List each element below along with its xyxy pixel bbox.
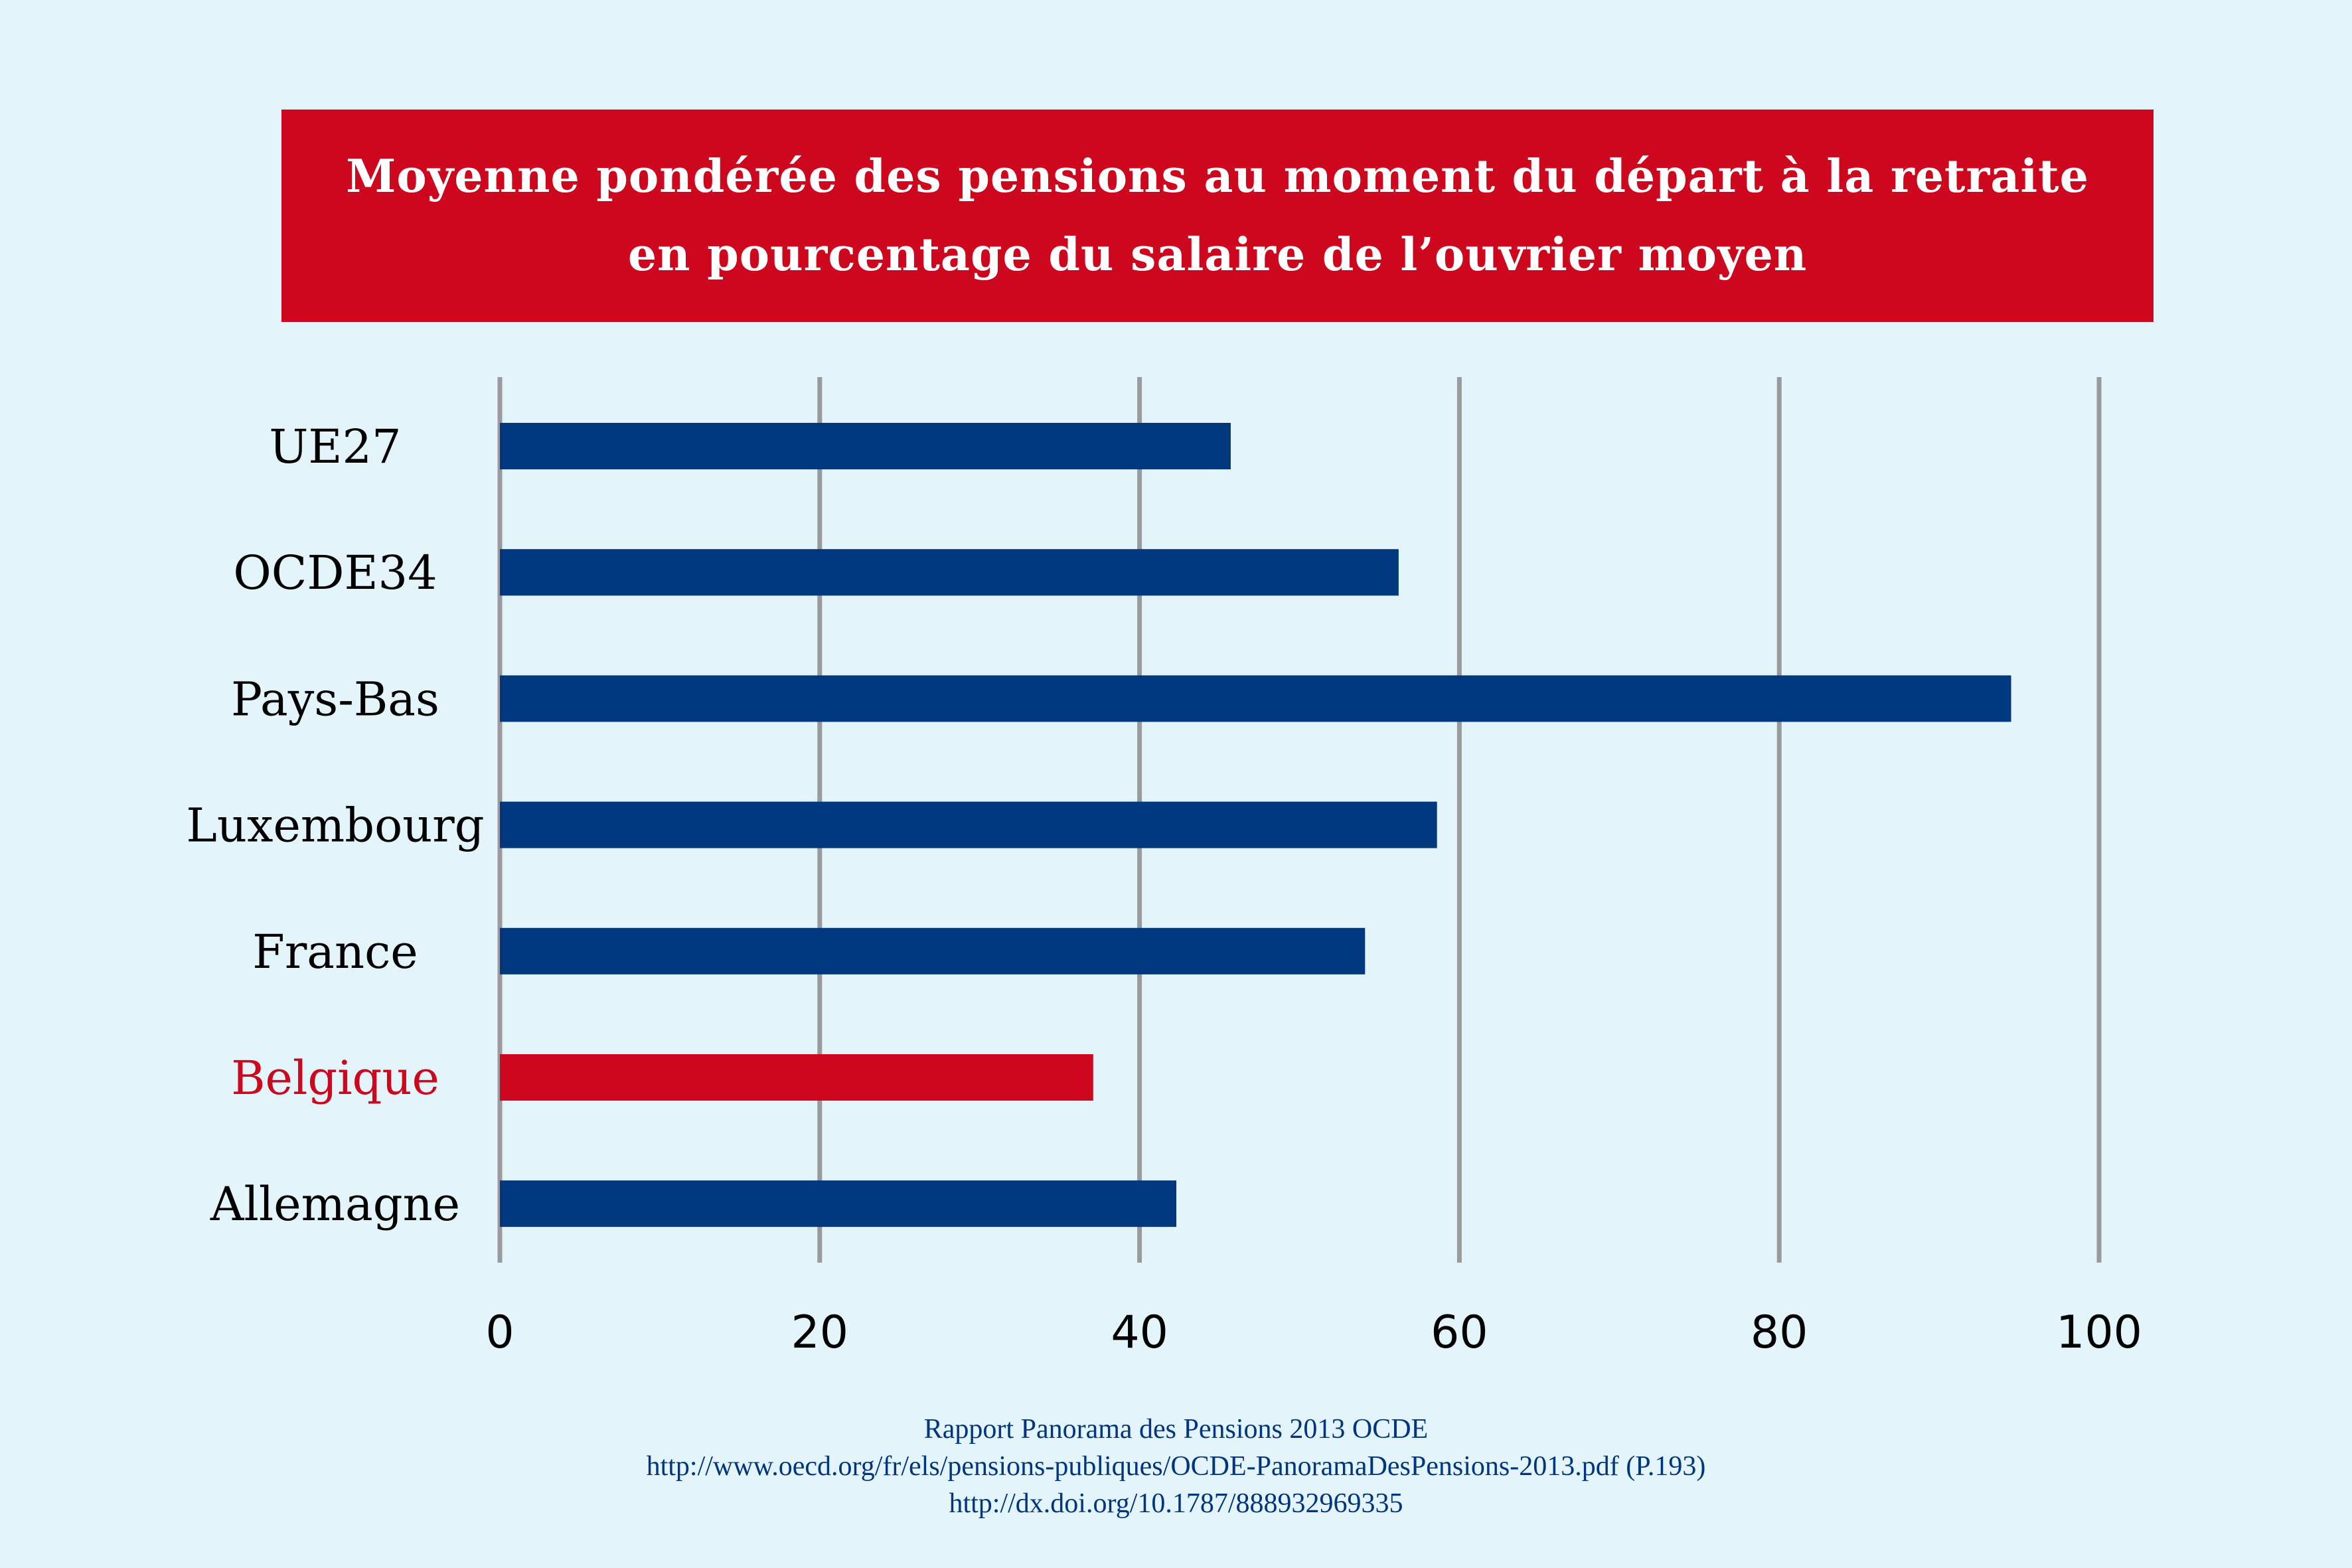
bar-ocde34	[500, 549, 1399, 596]
source-doi: http://dx.doi.org/10.1787/888932969335	[949, 1488, 1403, 1519]
source-title: Rapport Panorama des Pensions 2013 OCDE	[923, 1414, 1429, 1445]
chart-title-line-1: Moyenne pondérée des pensions au moment …	[346, 150, 2089, 203]
source-url: http://www.oecd.org/fr/els/pensions-publ…	[646, 1451, 1706, 1482]
category-label-ue27: UE27	[269, 420, 401, 474]
bars	[500, 423, 2011, 1227]
bar-ue27	[500, 423, 1231, 469]
category-label-pays-bas: Pays-Bas	[231, 672, 439, 726]
gridlines	[497, 377, 2102, 1263]
chart-title-line-2: en pourcentage du salaire de l’ouvrier m…	[627, 228, 1808, 281]
category-labels: UE27 OCDE34 Pays-Bas Luxembourg France Belgiq…	[186, 420, 484, 1231]
bar-belgique	[500, 1054, 1093, 1101]
x-tick-label: 0	[485, 1306, 514, 1359]
category-label-france: France	[252, 925, 418, 979]
bar-luxembourg	[500, 801, 1437, 848]
bar-france	[500, 927, 1366, 975]
bar-allemagne	[500, 1180, 1177, 1227]
x-tick-label: 20	[791, 1306, 849, 1359]
x-tick-label: 40	[1111, 1306, 1168, 1359]
category-label-allemagne: Allemagne	[210, 1177, 460, 1231]
bar-pays-bas	[500, 675, 2011, 722]
category-label-ocde34: OCDE34	[233, 546, 437, 600]
x-tick-label: 60	[1431, 1306, 1488, 1359]
x-tick-label: 100	[2056, 1306, 2142, 1359]
x-axis-tick-labels: 0 20 40 60 80 100	[485, 1306, 2142, 1359]
category-label-luxembourg: Luxembourg	[186, 799, 484, 853]
source-footer: Rapport Panorama des Pensions 2013 OCDE …	[0, 1411, 2352, 1522]
category-label-belgique: Belgique	[231, 1051, 439, 1105]
x-tick-label: 80	[1751, 1306, 1808, 1359]
chart-title-banner: Moyenne pondérée des pensions au moment …	[281, 110, 2154, 322]
